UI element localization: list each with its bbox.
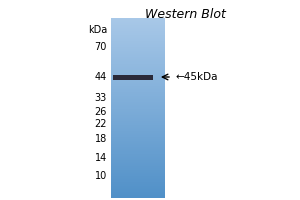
Text: 44: 44: [95, 72, 107, 82]
Text: 22: 22: [94, 119, 107, 129]
Text: 10: 10: [95, 171, 107, 181]
Text: 70: 70: [94, 42, 107, 52]
Bar: [113, 74, 153, 79]
Text: Western Blot: Western Blot: [145, 8, 225, 21]
Text: 33: 33: [95, 93, 107, 103]
Text: 14: 14: [95, 153, 107, 163]
Text: 26: 26: [94, 107, 107, 117]
Text: 18: 18: [95, 134, 107, 144]
Text: ←45kDa: ←45kDa: [175, 72, 217, 82]
Text: kDa: kDa: [88, 25, 107, 35]
